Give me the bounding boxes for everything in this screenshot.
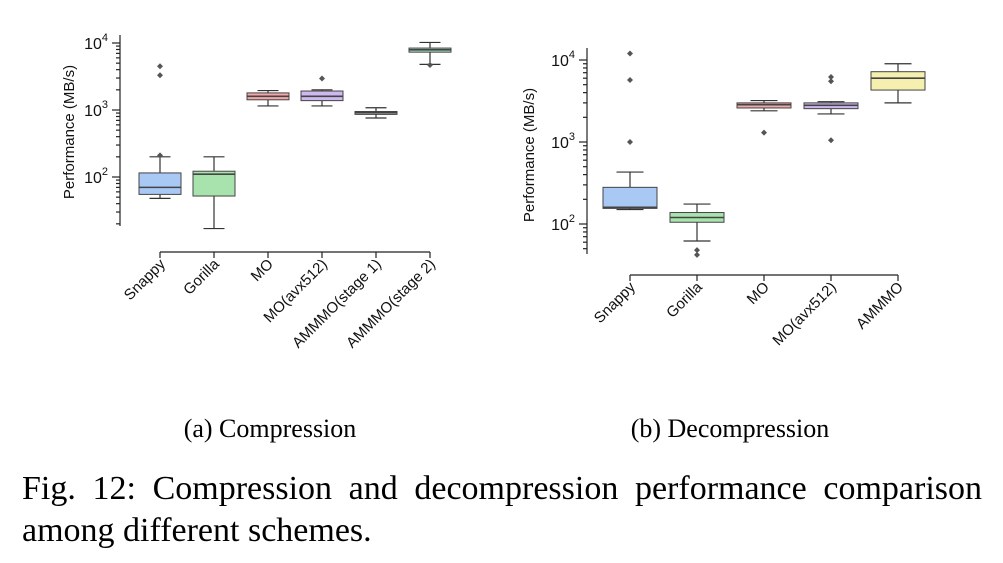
subcaption: (a) Compression <box>184 414 357 443</box>
outlier-point <box>694 251 700 258</box>
x-category-label: Gorilla <box>180 255 223 298</box>
y-tick-label: 102 <box>551 213 575 234</box>
x-category-label: Snappy <box>591 278 639 326</box>
outlier-point <box>427 61 433 68</box>
box-mo-avx512- <box>803 74 859 144</box>
outlier-point <box>627 139 633 145</box>
box-ammmo-stage-2- <box>408 41 452 68</box>
iqr-box <box>138 172 182 195</box>
box-ammmo <box>870 63 926 104</box>
box-ammmo-stage-1- <box>354 107 398 119</box>
outlier-point <box>157 72 163 79</box>
y-tick-label: 104 <box>551 49 575 70</box>
box-snappy <box>602 50 658 211</box>
y-tick-label: 103 <box>84 99 108 120</box>
x-category-label: MO <box>248 256 277 285</box>
y-axis-title: Performance (MB/s) <box>61 65 78 199</box>
outlier-point <box>319 75 325 82</box>
box-gorilla <box>669 203 725 258</box>
outlier-point <box>627 50 633 57</box>
chart-a: 102 103 104 Performance (MB/s) Snappy Gorilla… <box>61 32 452 443</box>
box-snappy <box>138 63 182 199</box>
box-mo <box>246 89 290 107</box>
outlier-point <box>694 247 700 254</box>
outlier-point <box>828 137 834 144</box>
x-category-label: Snappy <box>121 255 169 303</box>
iqr-box <box>602 186 658 209</box>
box-mo-avx512- <box>300 75 344 107</box>
box-gorilla <box>192 156 236 230</box>
x-category-label: MO(avx512) <box>769 279 839 349</box>
outlier-point <box>761 129 767 136</box>
box-mo <box>736 99 792 136</box>
outlier-point <box>157 152 163 159</box>
outlier-point <box>828 74 834 81</box>
y-tick-label: 104 <box>84 32 108 53</box>
y-tick-label: 103 <box>551 131 575 152</box>
iqr-box <box>870 71 926 91</box>
chart-b: 102 103 104 Performance (MB/s) Snappy Gorilla… <box>521 48 926 443</box>
subcaption: (b) Decompression <box>631 414 830 443</box>
iqr-box <box>192 170 236 197</box>
x-category-label: AMMMO <box>853 279 907 333</box>
x-category-label: Gorilla <box>663 278 706 321</box>
figure-caption: Fig. 12: Compression and decompression p… <box>22 470 982 549</box>
x-category-label: MO <box>744 279 773 308</box>
y-tick-label: 102 <box>84 166 108 187</box>
outlier-point <box>157 63 163 70</box>
y-axis-title: Performance (MB/s) <box>521 88 538 222</box>
outlier-point <box>627 77 633 84</box>
outlier-point <box>828 78 834 85</box>
